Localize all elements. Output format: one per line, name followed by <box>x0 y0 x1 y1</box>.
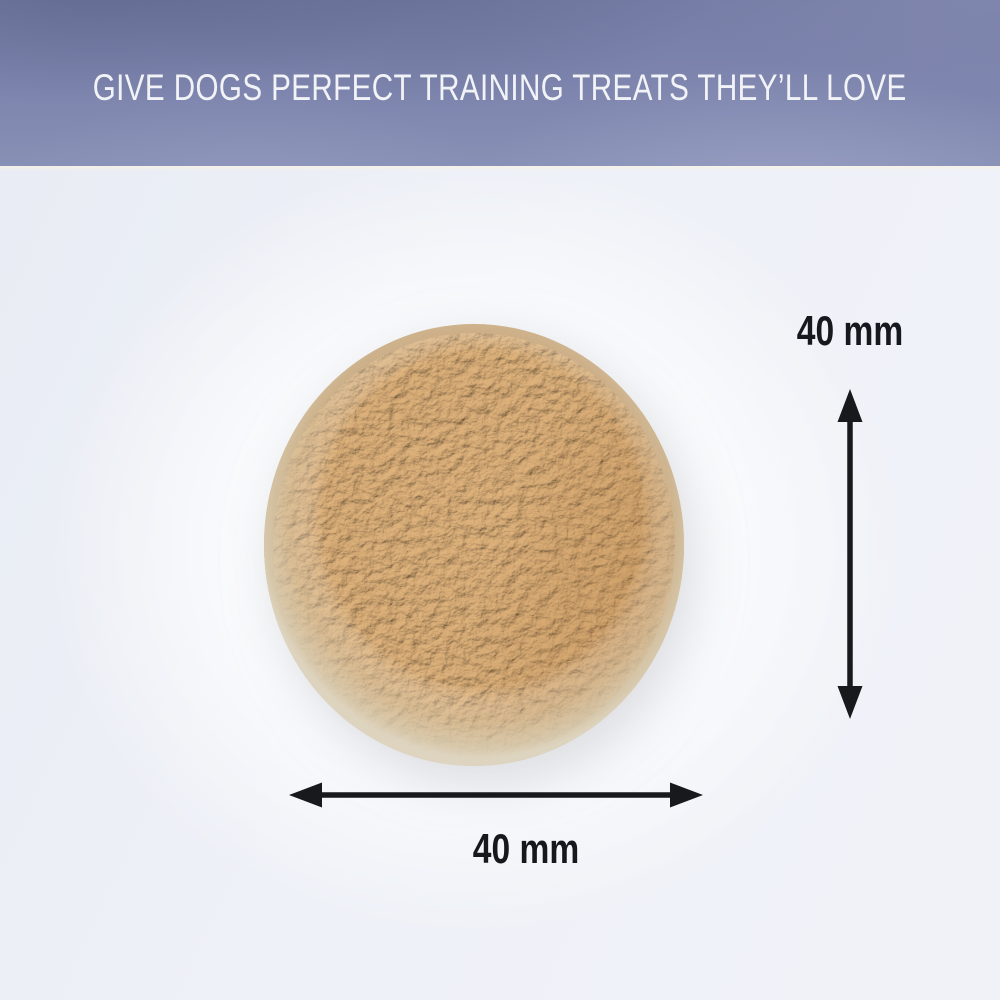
arrow-head-left <box>289 782 322 808</box>
arrow-head-up <box>837 389 863 422</box>
headline-banner: GIVE DOGS PERFECT TRAINING TREATS THEY’L… <box>0 0 1000 166</box>
height-dimension-label: 40 mm <box>796 307 904 354</box>
arrow-head-down <box>837 686 863 719</box>
width-dimension-arrow <box>289 782 703 808</box>
arrow-head-right <box>670 782 703 808</box>
headline-text: GIVE DOGS PERFECT TRAINING TREATS THEY’L… <box>93 67 907 108</box>
height-dimension-arrow <box>837 389 863 719</box>
biscuit-rim <box>264 324 684 766</box>
width-dimension-label: 40 mm <box>472 825 580 872</box>
treat-photo <box>264 324 684 766</box>
